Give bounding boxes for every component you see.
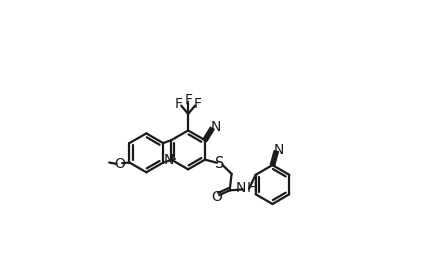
Text: F: F xyxy=(174,97,182,111)
Text: N: N xyxy=(235,181,245,195)
Text: H: H xyxy=(247,181,257,195)
Text: N: N xyxy=(274,143,284,157)
Text: N: N xyxy=(164,153,174,167)
Text: N: N xyxy=(211,120,221,134)
Text: O: O xyxy=(211,189,222,203)
Text: F: F xyxy=(184,93,192,107)
Text: S: S xyxy=(215,156,224,171)
Text: F: F xyxy=(194,97,202,111)
Text: O: O xyxy=(114,157,125,170)
